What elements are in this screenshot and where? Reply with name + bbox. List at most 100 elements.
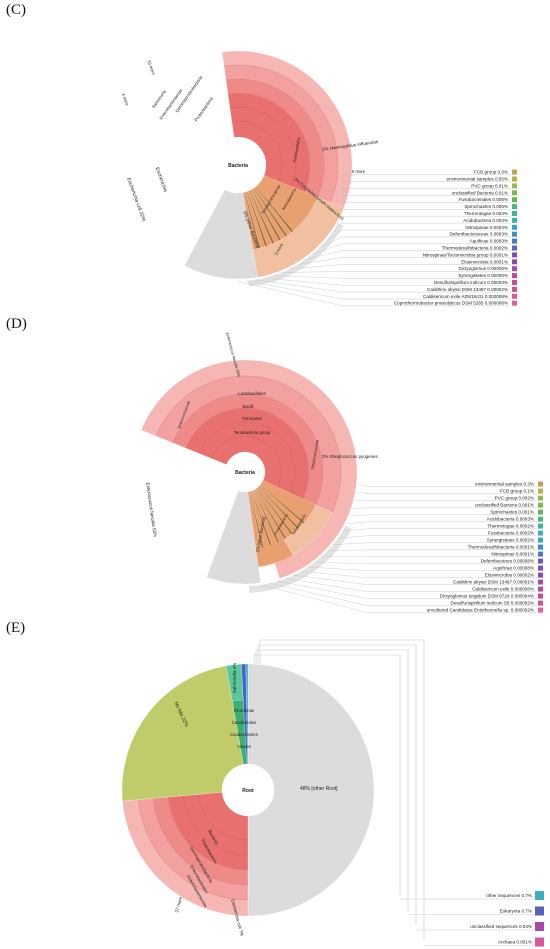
legend-swatch <box>512 273 517 279</box>
legend-label: Spirochaetes 0.005% <box>464 204 508 209</box>
label-caudovirales: Caudovirales <box>232 720 256 725</box>
legend-item[interactable]: Synergistetes 0.0002% <box>332 537 543 545</box>
legend-item[interactable]: FCB group 0.1% <box>357 488 543 494</box>
legend-item[interactable]: Deferribacteres 0.00008% <box>314 558 543 564</box>
legend-item[interactable]: Desulfurispirillum indicum 0.00003% <box>264 277 517 286</box>
label-firmicutes: Firmicutes <box>242 416 261 421</box>
legend-leader <box>341 202 345 211</box>
legend-item[interactable]: PVC group 0.002% <box>355 495 543 501</box>
legend-swatch <box>512 211 517 216</box>
legend-item[interactable]: environmental samples 0.05% <box>341 176 517 185</box>
legend-label: Thermotogae 0.0002% <box>487 524 534 529</box>
legend-item[interactable]: Caldisericum exile 0.000008% <box>285 578 543 592</box>
ring-divider <box>182 795 249 856</box>
legend-item[interactable]: uncultured Candidatus Entotheonella sp. … <box>261 584 543 613</box>
legend-label: Fusobacteriales 0.008% <box>459 197 508 202</box>
legend-item[interactable]: Eukaryota 0.7% <box>408 906 544 916</box>
legend-swatch <box>512 286 517 292</box>
legend-label: other sequences 0.7% <box>486 893 532 898</box>
legend-label: Coprothermobacter proteolyticus DSM 5265… <box>394 301 508 306</box>
legend-item[interactable]: Nitrospinae 0.0004% <box>325 224 517 242</box>
panel-label-d: (D) <box>6 316 27 332</box>
legend-label: Nitrospinae 0.0004% <box>465 225 508 230</box>
legend-item[interactable]: unclassified sequences 0.04% <box>416 922 544 931</box>
ring-divider <box>138 799 249 901</box>
legend-item[interactable]: Archaea 0.001% <box>424 937 544 947</box>
label-proteobacteria: Proteobacteria <box>194 96 215 123</box>
legend-item[interactable]: Coprothermobacter proteolyticus DSM 5265… <box>236 280 517 307</box>
legend-swatch <box>512 217 517 223</box>
legend-leader <box>246 280 343 300</box>
legend-item[interactable]: Thermotogae 0.004% <box>336 211 517 227</box>
legend-label: Nitrospinae/Tectomicrobia group 0.0001% <box>423 252 508 257</box>
legend-item[interactable]: Dictyoglomus 0.00006% <box>281 266 517 273</box>
legend-swatch <box>512 300 517 306</box>
slice-actinobacteria[interactable] <box>252 196 344 278</box>
legend-swatch <box>512 169 517 175</box>
legend-item[interactable]: Deferribacteraceae 0.0003% <box>319 231 517 248</box>
legend-item[interactable]: Spirochaetes 0.005% <box>340 204 517 219</box>
legend-swatch <box>512 252 517 258</box>
legend-item[interactable]: Spirochaetes 0.001% <box>350 510 543 517</box>
center-circle[interactable] <box>210 137 266 193</box>
label-4-more: 4 more <box>121 93 130 108</box>
legend-label: PVC group 0.01% <box>471 183 508 188</box>
legend-label: Spirochaetes 0.001% <box>490 510 534 515</box>
legend-item[interactable]: Nitrospinae/Tectomicrobia group 0.0001% <box>297 252 517 265</box>
legend-swatch <box>538 509 543 515</box>
legend-label: Caldithrix abyssi DSM 13497 0.00002% <box>427 287 508 292</box>
legend-label: environmental samples 0.3% <box>475 482 534 487</box>
center-label: Bacteria <box>228 163 248 169</box>
legend-label: Deferribacteres 0.00008% <box>481 559 534 564</box>
legend-item[interactable]: Caldithrix abyssi DSM 13497 0.00001% <box>293 574 543 585</box>
legend-item[interactable]: Thermodesulfobacteria 0.0001% <box>327 544 543 552</box>
legend-swatch <box>538 530 543 536</box>
legend-item[interactable]: unclassified Bacteria 0.01% <box>341 190 517 202</box>
legend-item[interactable]: PVC group 0.01% <box>341 183 517 194</box>
center-circle[interactable] <box>225 452 265 492</box>
legend-item[interactable]: Acidobacteria 0.0003% <box>346 516 543 524</box>
legend-item[interactable]: Caldisericum exile AZM16c01 0.000008% <box>246 280 517 300</box>
legend-item[interactable]: Desulfurispirillum indicum S5 0.000002% <box>269 583 543 606</box>
legend-item[interactable]: Thermotogae 0.0002% <box>342 523 543 532</box>
center-circle[interactable] <box>222 764 274 816</box>
legend-item[interactable]: Acidobacteria 0.003% <box>331 217 517 235</box>
legend-item[interactable]: Elusimicrobia 0.00002% <box>300 571 543 578</box>
legend-item[interactable]: unclassified Bacteria 0.001% <box>353 502 543 509</box>
legend-item[interactable]: Thermodesulfobacteria 0.0002% <box>305 245 517 260</box>
legend-label: FCB group 0.3% <box>474 170 508 175</box>
legend-connector <box>257 644 417 925</box>
legend-item[interactable]: environmental samples 0.3% <box>358 481 543 487</box>
legend-label: Synergistetes 0.0002% <box>487 538 534 543</box>
label-33-more: 33 more <box>146 59 156 76</box>
label-pasteurellales: Pasteurellales <box>292 137 301 163</box>
legend-swatch <box>512 183 517 189</box>
label-enterococcus-faecalis: Enterococcus faecalis 53% <box>145 482 158 537</box>
legend-leader <box>336 216 343 227</box>
legend-item[interactable]: Aquificae 0.00008% <box>308 565 543 571</box>
legend-item[interactable]: Dictyoglomus turgidum DSM 6724 0.000004% <box>277 580 543 599</box>
label-other-root: 48% [other Root] <box>300 786 338 792</box>
legend-item[interactable]: Aquificae 0.0003% <box>312 238 517 255</box>
slice-minor-taxon[interactable] <box>248 190 275 245</box>
legend-leader <box>289 264 343 269</box>
label-streptococcus-pyogenes: 2% Streptococcus pyogenes <box>322 454 378 459</box>
legend-item[interactable]: other sequences 0.7% <box>400 891 544 900</box>
legend-leader <box>341 195 349 202</box>
legend-label: Acidobacteria 0.0003% <box>487 517 534 522</box>
legend-item[interactable]: Caldithrix abyssi DSM 13497 0.00002% <box>255 279 517 293</box>
slice-actinobacteria[interactable] <box>283 504 333 556</box>
legend-item[interactable]: Fusobacteria 0.0002% <box>337 530 543 539</box>
legend-label: Dictyoglomus turgidum DSM 6724 0.000004% <box>440 594 534 599</box>
legend-item[interactable]: Elusimicrobia 0.0001% <box>289 259 517 269</box>
legend-item[interactable]: Nitrospinae 0.0001% <box>321 551 543 557</box>
legend-swatch <box>538 544 543 550</box>
legend-item[interactable]: Fusobacteriales 0.008% <box>341 197 517 211</box>
legend-leader <box>340 209 343 219</box>
legend-item[interactable]: FCB group 0.3% <box>341 169 517 176</box>
legend-label: unclassified Bacteria 0.001% <box>475 503 534 508</box>
center-label: Bacteria <box>235 470 255 476</box>
legend-item[interactable]: Synergistetes 0.00005% <box>272 273 517 279</box>
